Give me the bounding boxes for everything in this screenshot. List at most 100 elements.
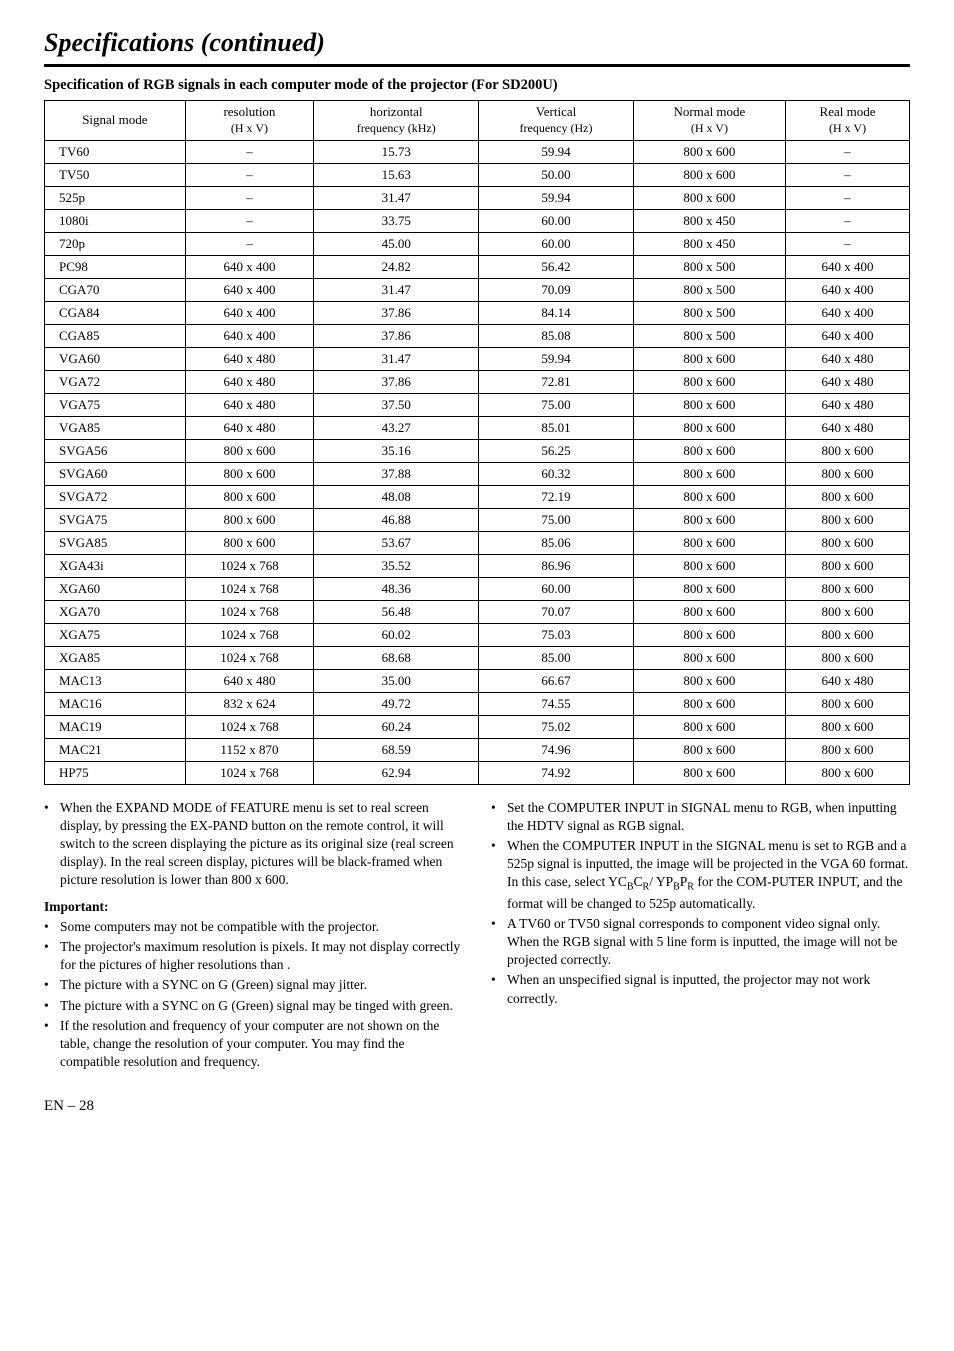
table-cell: 800 x 500 [633, 255, 785, 278]
table-cell: 70.09 [479, 278, 633, 301]
table-cell: 640 x 480 [786, 370, 910, 393]
table-row: MAC16832 x 62449.7274.55800 x 600800 x 6… [45, 692, 910, 715]
table-cell: 60.00 [479, 577, 633, 600]
table-row: CGA70640 x 40031.4770.09800 x 500640 x 4… [45, 278, 910, 301]
table-cell: CGA85 [45, 324, 186, 347]
table-row: VGA72640 x 48037.8672.81800 x 600640 x 4… [45, 370, 910, 393]
table-cell: 640 x 480 [185, 370, 313, 393]
table-cell: 640 x 480 [786, 416, 910, 439]
table-cell: 50.00 [479, 163, 633, 186]
table-cell: 800 x 600 [185, 485, 313, 508]
table-cell: 800 x 600 [786, 439, 910, 462]
table-cell: 1024 x 768 [185, 623, 313, 646]
table-cell: 640 x 480 [185, 347, 313, 370]
table-cell: – [185, 140, 313, 163]
table-row: MAC13640 x 48035.0066.67800 x 600640 x 4… [45, 669, 910, 692]
note-item: Some computers may not be compatible wit… [44, 918, 463, 936]
table-cell: 74.96 [479, 738, 633, 761]
table-header: Normal mode(H x V) [633, 101, 785, 141]
table-cell: – [786, 186, 910, 209]
table-row: SVGA72800 x 60048.0872.19800 x 600800 x … [45, 485, 910, 508]
table-cell: 800 x 600 [786, 531, 910, 554]
table-cell: CGA84 [45, 301, 186, 324]
table-row: PC98640 x 40024.8256.42800 x 500640 x 40… [45, 255, 910, 278]
table-cell: 35.16 [314, 439, 479, 462]
table-cell: 75.03 [479, 623, 633, 646]
table-row: TV50–15.6350.00800 x 600– [45, 163, 910, 186]
table-cell: 1024 x 768 [185, 577, 313, 600]
table-row: HP751024 x 76862.9474.92800 x 600800 x 6… [45, 761, 910, 784]
left-column: When the EXPAND MODE of FEATURE menu is … [44, 799, 463, 1074]
table-cell: – [786, 209, 910, 232]
table-header: resolution(H x V) [185, 101, 313, 141]
table-cell: 640 x 400 [786, 301, 910, 324]
table-cell: SVGA60 [45, 462, 186, 485]
table-cell: 72.19 [479, 485, 633, 508]
table-cell: 800 x 600 [633, 738, 785, 761]
table-cell: 800 x 600 [633, 393, 785, 416]
table-cell: 85.00 [479, 646, 633, 669]
table-cell: 832 x 624 [185, 692, 313, 715]
table-cell: 68.59 [314, 738, 479, 761]
table-cell: 800 x 600 [786, 485, 910, 508]
table-cell: 66.67 [479, 669, 633, 692]
table-row: XGA601024 x 76848.3660.00800 x 600800 x … [45, 577, 910, 600]
table-cell: 68.68 [314, 646, 479, 669]
table-cell: – [786, 163, 910, 186]
table-cell: 33.75 [314, 209, 479, 232]
table-cell: 48.08 [314, 485, 479, 508]
table-cell: PC98 [45, 255, 186, 278]
table-cell: 74.92 [479, 761, 633, 784]
table-row: XGA751024 x 76860.0275.03800 x 600800 x … [45, 623, 910, 646]
table-row: TV60–15.7359.94800 x 600– [45, 140, 910, 163]
table-cell: XGA60 [45, 577, 186, 600]
table-cell: 800 x 500 [633, 301, 785, 324]
table-cell: 800 x 600 [786, 738, 910, 761]
table-header: Signal mode [45, 101, 186, 141]
table-cell: 37.86 [314, 301, 479, 324]
note-item: Set the COMPUTER INPUT in SIGNAL menu to… [491, 799, 910, 835]
note-item: A TV60 or TV50 signal corresponds to com… [491, 915, 910, 970]
table-cell: 31.47 [314, 186, 479, 209]
table-cell: – [185, 209, 313, 232]
table-cell: 1152 x 870 [185, 738, 313, 761]
table-cell: 640 x 480 [185, 669, 313, 692]
table-cell: 85.06 [479, 531, 633, 554]
table-cell: SVGA85 [45, 531, 186, 554]
important-heading: Important: [44, 898, 463, 916]
table-cell: XGA75 [45, 623, 186, 646]
table-cell: 640 x 480 [185, 416, 313, 439]
table-row: SVGA60800 x 60037.8860.32800 x 600800 x … [45, 462, 910, 485]
table-cell: 800 x 600 [633, 347, 785, 370]
table-cell: 800 x 600 [633, 186, 785, 209]
table-row: CGA85640 x 40037.8685.08800 x 500640 x 4… [45, 324, 910, 347]
notes-columns: When the EXPAND MODE of FEATURE menu is … [44, 799, 910, 1074]
table-cell: 800 x 600 [633, 715, 785, 738]
table-cell: 75.00 [479, 508, 633, 531]
table-cell: 37.86 [314, 324, 479, 347]
table-cell: 45.00 [314, 232, 479, 255]
table-cell: 640 x 400 [786, 324, 910, 347]
table-cell: 15.63 [314, 163, 479, 186]
table-cell: 37.50 [314, 393, 479, 416]
table-cell: MAC13 [45, 669, 186, 692]
table-cell: 800 x 600 [786, 715, 910, 738]
table-cell: 800 x 600 [786, 462, 910, 485]
table-cell: 800 x 600 [786, 761, 910, 784]
table-cell: 800 x 600 [633, 669, 785, 692]
table-cell: 1024 x 768 [185, 646, 313, 669]
table-cell: 800 x 600 [633, 140, 785, 163]
table-cell: 84.14 [479, 301, 633, 324]
table-cell: 72.81 [479, 370, 633, 393]
table-cell: SVGA75 [45, 508, 186, 531]
table-cell: 800 x 600 [185, 531, 313, 554]
table-cell: 640 x 400 [786, 278, 910, 301]
table-cell: 640 x 480 [786, 347, 910, 370]
table-cell: 800 x 600 [633, 761, 785, 784]
table-cell: 60.00 [479, 232, 633, 255]
table-cell: 800 x 600 [633, 370, 785, 393]
table-cell: MAC21 [45, 738, 186, 761]
table-cell: 49.72 [314, 692, 479, 715]
table-cell: 56.48 [314, 600, 479, 623]
table-cell: 60.32 [479, 462, 633, 485]
